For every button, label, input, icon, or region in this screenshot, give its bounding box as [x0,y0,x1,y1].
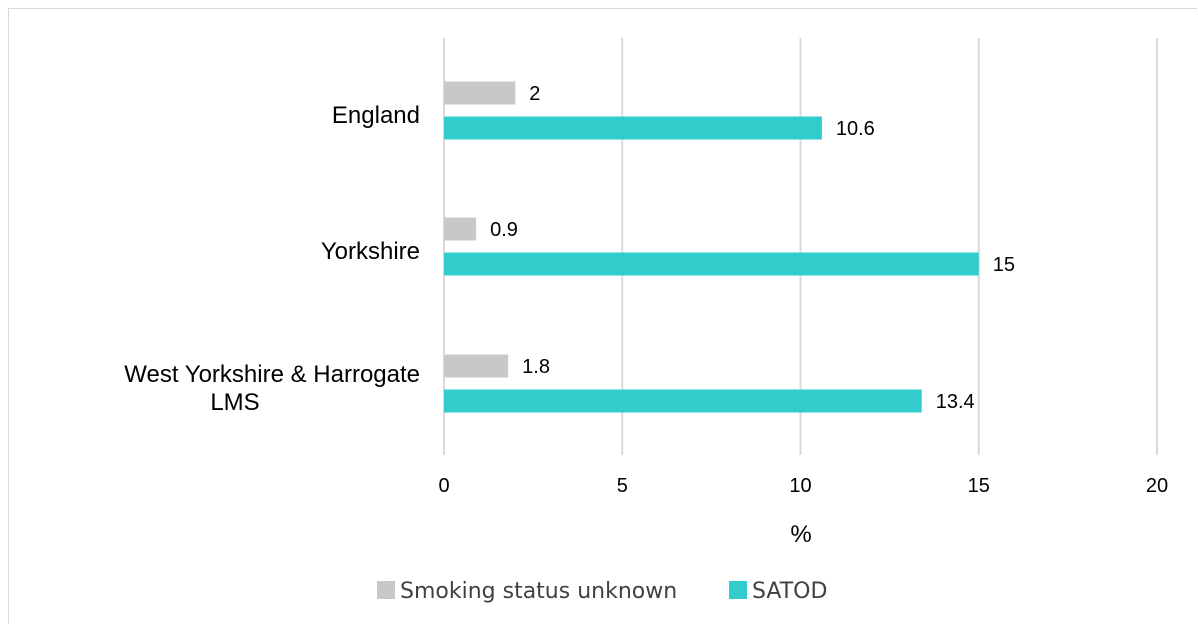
data-label-satod: 13.4 [936,391,975,413]
legend-label-unknown: Smoking status unknown [400,579,677,604]
bar-satod [444,389,922,413]
data-label-unknown: 0.9 [490,219,518,241]
bar-unknown [444,81,516,105]
data-label-satod: 15 [993,254,1015,276]
x-tick-label: 10 [789,475,811,497]
x-tick-label: 15 [968,475,990,497]
x-tick-label: 0 [438,475,449,497]
data-label-unknown: 1.8 [522,356,550,378]
legend-label-satod: SATOD [752,579,827,604]
data-label-unknown: 2 [529,83,540,105]
x-tick-label: 5 [617,475,628,497]
bar-unknown [444,217,477,241]
data-label-satod: 10.6 [836,118,875,140]
legend-swatch-unknown [377,581,395,599]
x-axis-title: % [790,521,811,548]
bar-unknown [444,354,509,378]
category-label: West Yorkshire & Harrogate LMS [124,361,420,416]
bar-satod [444,116,822,140]
category-label: England [332,102,420,129]
legend-swatch-satod [729,581,747,599]
category-label: Yorkshire [321,238,420,265]
x-tick-label: 20 [1146,475,1168,497]
chart-frame [8,8,1197,624]
bar-satod [444,252,979,276]
